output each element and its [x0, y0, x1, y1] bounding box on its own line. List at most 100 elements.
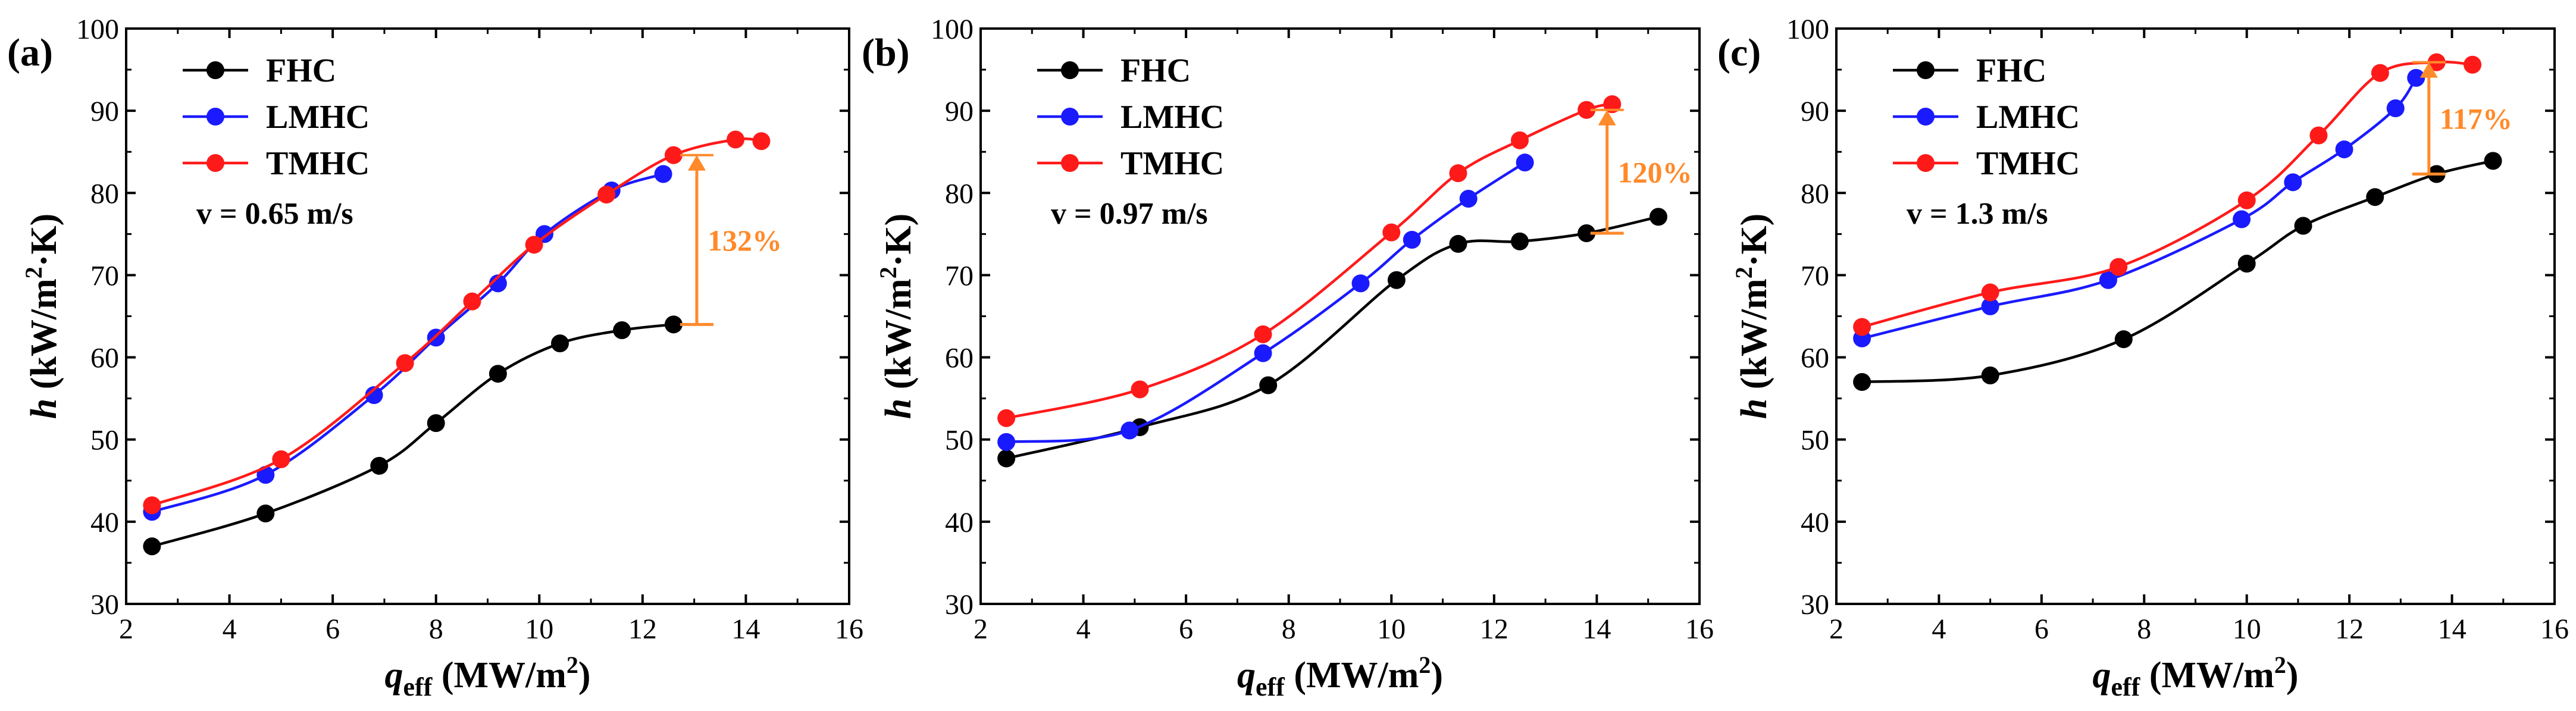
data-point-tmhc	[727, 130, 745, 149]
series-line-tmhc	[1006, 102, 1613, 419]
x-tick-label: 4	[223, 613, 237, 645]
data-point-fhc	[1387, 271, 1406, 289]
velocity-label: v = 0.97 m/s	[1051, 197, 1208, 231]
y-tick-label: 100	[931, 14, 974, 45]
x-tick-label: 12	[1480, 613, 1508, 645]
data-point-fhc	[2366, 188, 2384, 206]
y-tick-label: 90	[90, 96, 119, 127]
y-tick-label: 40	[90, 507, 119, 538]
legend-marker-fhc	[1061, 61, 1079, 79]
data-point-tmhc	[396, 354, 414, 372]
y-tick-label: 60	[1801, 343, 1829, 374]
panel-label: (c)	[1717, 31, 1761, 74]
data-point-fhc	[1853, 373, 1871, 391]
data-point-fhc	[2114, 330, 2133, 349]
data-point-fhc	[1511, 232, 1529, 250]
data-point-tmhc	[272, 450, 290, 468]
legend-marker-lmhc	[206, 108, 224, 126]
x-axis-label: qeff (MW/m2)	[1237, 652, 1443, 701]
data-point-lmhc	[1403, 231, 1421, 249]
data-point-tmhc	[1254, 325, 1272, 343]
y-tick-label: 30	[90, 589, 119, 621]
data-point-tmhc	[1131, 380, 1149, 399]
y-tick-label: 90	[945, 96, 974, 127]
panel-label: (a)	[7, 31, 53, 74]
data-point-fhc	[1449, 234, 1467, 253]
legend-label-lmhc: LMHC	[1976, 99, 2080, 136]
plot-frame	[125, 27, 850, 605]
data-point-lmhc	[2407, 68, 2425, 87]
y-tick-label: 30	[945, 589, 974, 621]
y-tick-label: 50	[945, 425, 974, 456]
x-tick-label: 2	[974, 613, 988, 645]
y-tick-label: 90	[1801, 96, 1829, 127]
data-point-lmhc	[365, 386, 383, 405]
data-point-lmhc	[2099, 271, 2117, 289]
y-axis-label: h (kW/m2·K)	[875, 214, 919, 419]
data-point-tmhc	[752, 132, 771, 151]
y-axis-label: h (kW/m2·K)	[1730, 214, 1774, 419]
data-point-fhc	[1577, 224, 1596, 242]
y-tick-label: 40	[1801, 507, 1829, 538]
data-point-tmhc	[597, 186, 616, 204]
data-point-tmhc	[1603, 95, 1622, 114]
y-tick-label: 30	[1801, 589, 1829, 621]
data-point-tmhc	[2371, 64, 2389, 82]
data-point-fhc	[1649, 208, 1667, 226]
legend-marker-tmhc	[1917, 154, 1935, 172]
legend-label-tmhc: TMHC	[266, 145, 370, 182]
x-tick-label: 12	[2335, 613, 2364, 645]
data-point-fhc	[2484, 152, 2502, 170]
data-point-tmhc	[1981, 283, 1999, 302]
data-point-tmhc	[2309, 126, 2328, 145]
x-tick-label: 6	[1179, 613, 1193, 645]
series-line-fhc	[1861, 159, 2494, 384]
panel-label: (b)	[862, 31, 910, 74]
velocity-label: v = 0.65 m/s	[196, 197, 353, 231]
data-point-fhc	[1981, 366, 1999, 384]
x-tick-label: 16	[2540, 613, 2569, 645]
annotation-arrowhead	[1598, 109, 1616, 126]
x-tick-label: 2	[119, 613, 133, 645]
panel-a: 2 4 6 8 10 12 14 16 30 40 50 60 70 80 90 100 qeff (MW/m2…	[7, 14, 863, 701]
y-tick-label: 60	[945, 343, 974, 374]
y-tick-label: 100	[1786, 14, 1829, 45]
legend-marker-lmhc	[1917, 108, 1935, 126]
legend-label-tmhc: TMHC	[1976, 145, 2080, 182]
x-tick-label: 16	[1685, 613, 1714, 645]
data-point-lmhc	[1516, 154, 1534, 172]
x-tick-label: 8	[2137, 613, 2151, 645]
y-tick-label: 70	[90, 260, 119, 292]
data-point-fhc	[489, 365, 507, 383]
data-point-fhc	[2237, 255, 2256, 273]
data-point-lmhc	[2335, 140, 2353, 159]
data-point-fhc	[143, 537, 161, 556]
x-axis-label: qeff (MW/m2)	[2092, 652, 2298, 701]
data-point-tmhc	[2237, 191, 2256, 209]
x-tick-label: 14	[2438, 613, 2467, 645]
y-tick-label: 70	[945, 260, 974, 292]
data-point-fhc	[613, 321, 631, 339]
y-tick-label: 60	[90, 343, 119, 374]
x-tick-label: 14	[731, 613, 760, 645]
data-point-tmhc	[2464, 55, 2482, 74]
x-tick-label: 4	[1076, 613, 1091, 645]
y-tick-label: 70	[1801, 260, 1829, 292]
legend-label-lmhc: LMHC	[1120, 99, 1224, 136]
data-point-fhc	[551, 334, 569, 353]
legend-label-fhc: FHC	[266, 52, 336, 89]
x-tick-label: 6	[325, 613, 340, 645]
annotation-percent: 117%	[2440, 102, 2512, 136]
data-point-fhc	[2294, 217, 2312, 235]
data-point-tmhc	[1577, 101, 1596, 119]
legend-marker-tmhc	[206, 154, 224, 172]
series-line-fhc	[1006, 215, 1659, 460]
x-tick-label: 6	[2034, 613, 2049, 645]
legend-label-lmhc: LMHC	[266, 99, 370, 136]
legend-marker-fhc	[206, 61, 224, 79]
data-point-tmhc	[997, 409, 1016, 427]
data-point-tmhc	[1382, 223, 1401, 242]
y-tick-label: 80	[945, 178, 974, 209]
legend-label-fhc: FHC	[1976, 52, 2046, 89]
panel-c: 2 4 6 8 10 12 14 16 30 40 50 60 70 80 90 100 qeff (MW/m2…	[1717, 14, 2569, 701]
